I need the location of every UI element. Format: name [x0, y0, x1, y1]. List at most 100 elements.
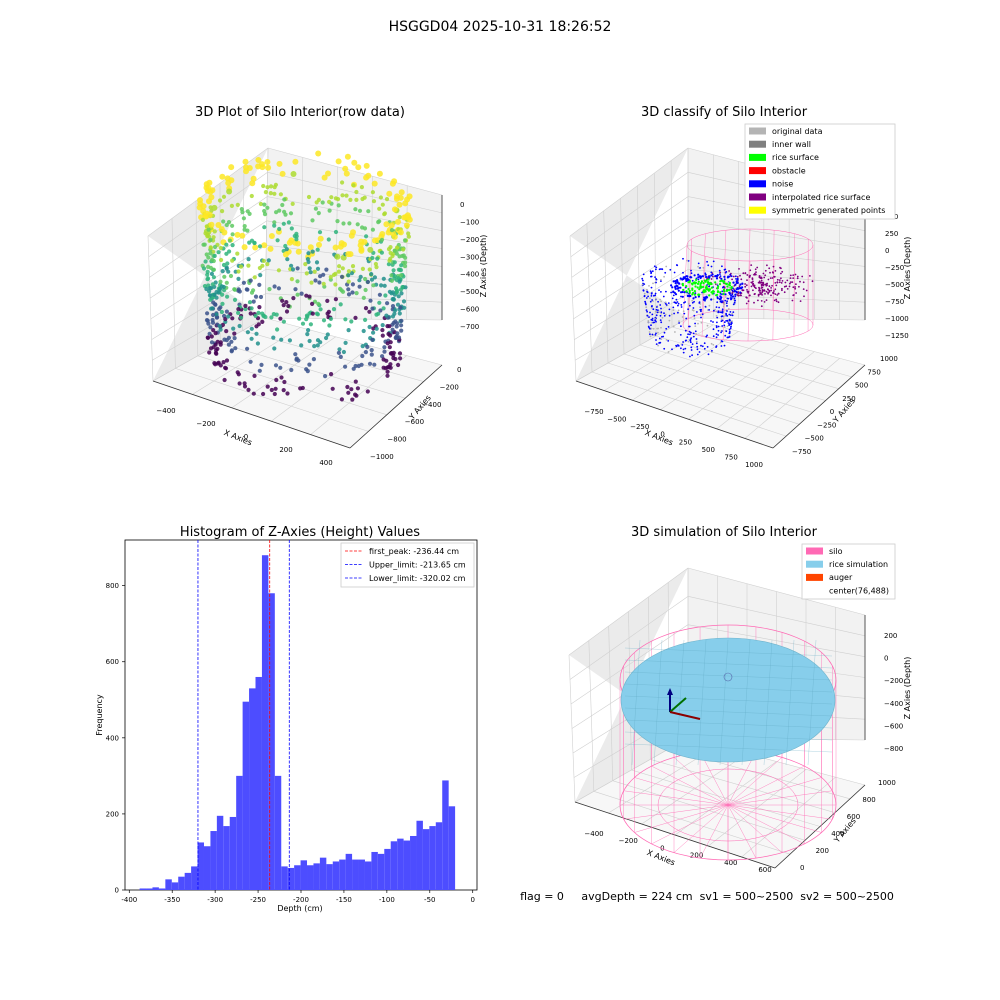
noise-point — [663, 314, 666, 317]
raw-point — [370, 227, 375, 232]
raw-plot-y-tick: −1000 — [370, 453, 394, 461]
classify-plot-x-tick: 750 — [724, 453, 737, 461]
raw-point — [337, 264, 342, 269]
noise-point — [673, 312, 675, 315]
classify-plot-title: 3D classify of Silo Interior — [641, 105, 808, 120]
interpolated-point — [764, 293, 766, 295]
raw-point — [204, 252, 209, 257]
noise-point — [652, 308, 655, 311]
classify-plot-y-tick: 250 — [842, 395, 855, 403]
noise-point — [691, 299, 694, 302]
surface-point — [705, 275, 708, 279]
raw-point — [295, 266, 300, 271]
raw-point — [380, 328, 385, 333]
noise-point — [708, 285, 711, 288]
raw-point — [304, 293, 309, 298]
interpolated-point — [761, 294, 763, 296]
raw-point — [241, 280, 246, 285]
noise-point — [669, 268, 672, 271]
raw-point — [390, 290, 396, 295]
silo-base-spoke — [673, 804, 729, 853]
simulation-plot-x-tick: −400 — [584, 830, 603, 838]
raw-point — [340, 180, 345, 185]
interpolated-point — [779, 266, 781, 269]
surface-point — [677, 289, 680, 292]
histogram-bars — [139, 555, 456, 890]
interpolated-point — [789, 274, 792, 277]
raw-point — [213, 342, 218, 347]
noise-point — [723, 303, 726, 306]
noise-point — [728, 336, 731, 338]
interpolated-point — [772, 271, 774, 274]
raw-point — [374, 326, 379, 331]
noise-point — [696, 348, 699, 351]
raw-point — [402, 264, 408, 269]
noise-point — [661, 316, 664, 319]
raw-point — [208, 245, 213, 251]
raw-point — [355, 164, 362, 171]
legend-swatch — [749, 180, 766, 188]
raw-point — [227, 249, 232, 254]
axis-pane-left — [570, 148, 688, 381]
noise-point — [722, 305, 725, 308]
noise-point — [720, 345, 723, 347]
noise-point — [727, 297, 730, 300]
raw-point — [390, 327, 395, 332]
raw-point — [286, 239, 293, 246]
noise-point — [645, 309, 648, 311]
grid-line — [267, 147, 443, 196]
noise-point — [650, 307, 653, 309]
raw-point — [355, 386, 360, 391]
raw-point — [397, 215, 402, 220]
raw-point — [324, 267, 329, 272]
noise-point — [717, 334, 719, 336]
raw-point — [226, 188, 233, 195]
raw-point — [295, 248, 302, 255]
histogram-bar — [384, 848, 391, 890]
raw-point — [210, 257, 215, 262]
noise-point — [665, 339, 668, 341]
interpolated-point — [746, 297, 748, 299]
surface-point — [681, 278, 684, 281]
noise-point — [670, 313, 673, 316]
noise-point — [684, 329, 687, 332]
interpolated-point — [764, 274, 767, 277]
raw-point — [401, 247, 406, 252]
noise-point — [715, 333, 718, 335]
legend-label: auger — [829, 573, 853, 582]
noise-point — [660, 291, 662, 293]
raw-point — [294, 240, 301, 247]
raw-point — [220, 301, 225, 306]
legend-frame — [340, 542, 475, 588]
interpolated-point — [732, 275, 735, 278]
noise-point — [723, 278, 726, 281]
noise-point — [706, 334, 708, 337]
surface-point — [710, 298, 713, 301]
grid-line — [620, 198, 625, 355]
raw-point — [391, 296, 396, 302]
noise-point — [699, 314, 702, 316]
grid-line — [267, 196, 443, 232]
x-axis-line — [575, 380, 774, 449]
raw-point — [396, 201, 403, 208]
noise-point — [728, 313, 731, 316]
histogram-bar — [236, 775, 243, 890]
raw-plot-x-tick: −200 — [196, 420, 215, 428]
noise-point — [724, 299, 727, 302]
noise-point — [653, 265, 656, 268]
noise-point — [658, 337, 661, 340]
noise-point — [660, 338, 663, 340]
raw-point — [261, 183, 266, 189]
rice-mesh-line — [763, 639, 773, 766]
raw-point — [297, 316, 302, 321]
raw-point — [207, 289, 212, 294]
noise-point — [715, 336, 718, 339]
surface-point — [724, 293, 727, 296]
raw-point — [209, 271, 214, 276]
histogram-bar — [371, 851, 378, 890]
noise-point — [711, 349, 713, 352]
interpolated-point — [781, 287, 783, 290]
raw-point — [205, 311, 210, 316]
surface-point — [734, 293, 737, 296]
raw-point — [390, 304, 396, 309]
